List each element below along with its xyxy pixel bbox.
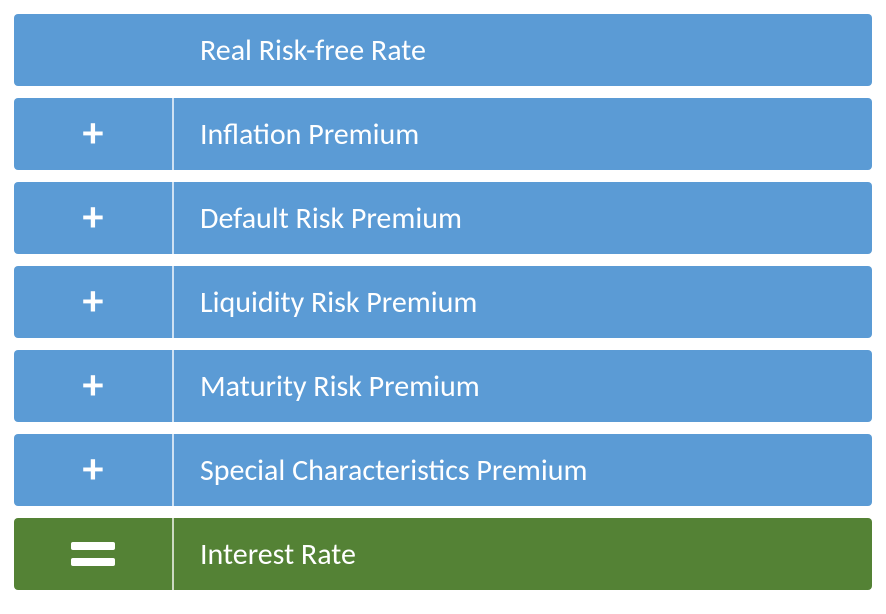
interest-rate-breakdown: Real Risk-free Rate + Inflation Premium … [14, 14, 872, 590]
component-row: + Maturity Risk Premium [14, 350, 872, 422]
plus-icon: + [83, 449, 104, 491]
operator-cell: + [14, 266, 174, 338]
plus-icon: + [83, 365, 104, 407]
component-row: + Special Characteristics Premium [14, 434, 872, 506]
operator-cell [14, 14, 174, 86]
result-label: Interest Rate [174, 518, 872, 590]
component-label: Default Risk Premium [174, 182, 872, 254]
operator-cell: + [14, 350, 174, 422]
operator-cell: + [14, 98, 174, 170]
operator-cell: + [14, 182, 174, 254]
plus-icon: + [83, 113, 104, 155]
component-row: Real Risk-free Rate [14, 14, 872, 86]
component-row: + Inflation Premium [14, 98, 872, 170]
component-label: Maturity Risk Premium [174, 350, 872, 422]
plus-icon: + [83, 197, 104, 239]
operator-cell [14, 518, 174, 590]
component-label: Real Risk-free Rate [174, 14, 872, 86]
component-row: + Default Risk Premium [14, 182, 872, 254]
component-label: Inflation Premium [174, 98, 872, 170]
component-label: Special Characteristics Premium [174, 434, 872, 506]
equals-icon [71, 542, 115, 566]
result-row: Interest Rate [14, 518, 872, 590]
plus-icon: + [83, 281, 104, 323]
operator-cell: + [14, 434, 174, 506]
component-label: Liquidity Risk Premium [174, 266, 872, 338]
component-row: + Liquidity Risk Premium [14, 266, 872, 338]
